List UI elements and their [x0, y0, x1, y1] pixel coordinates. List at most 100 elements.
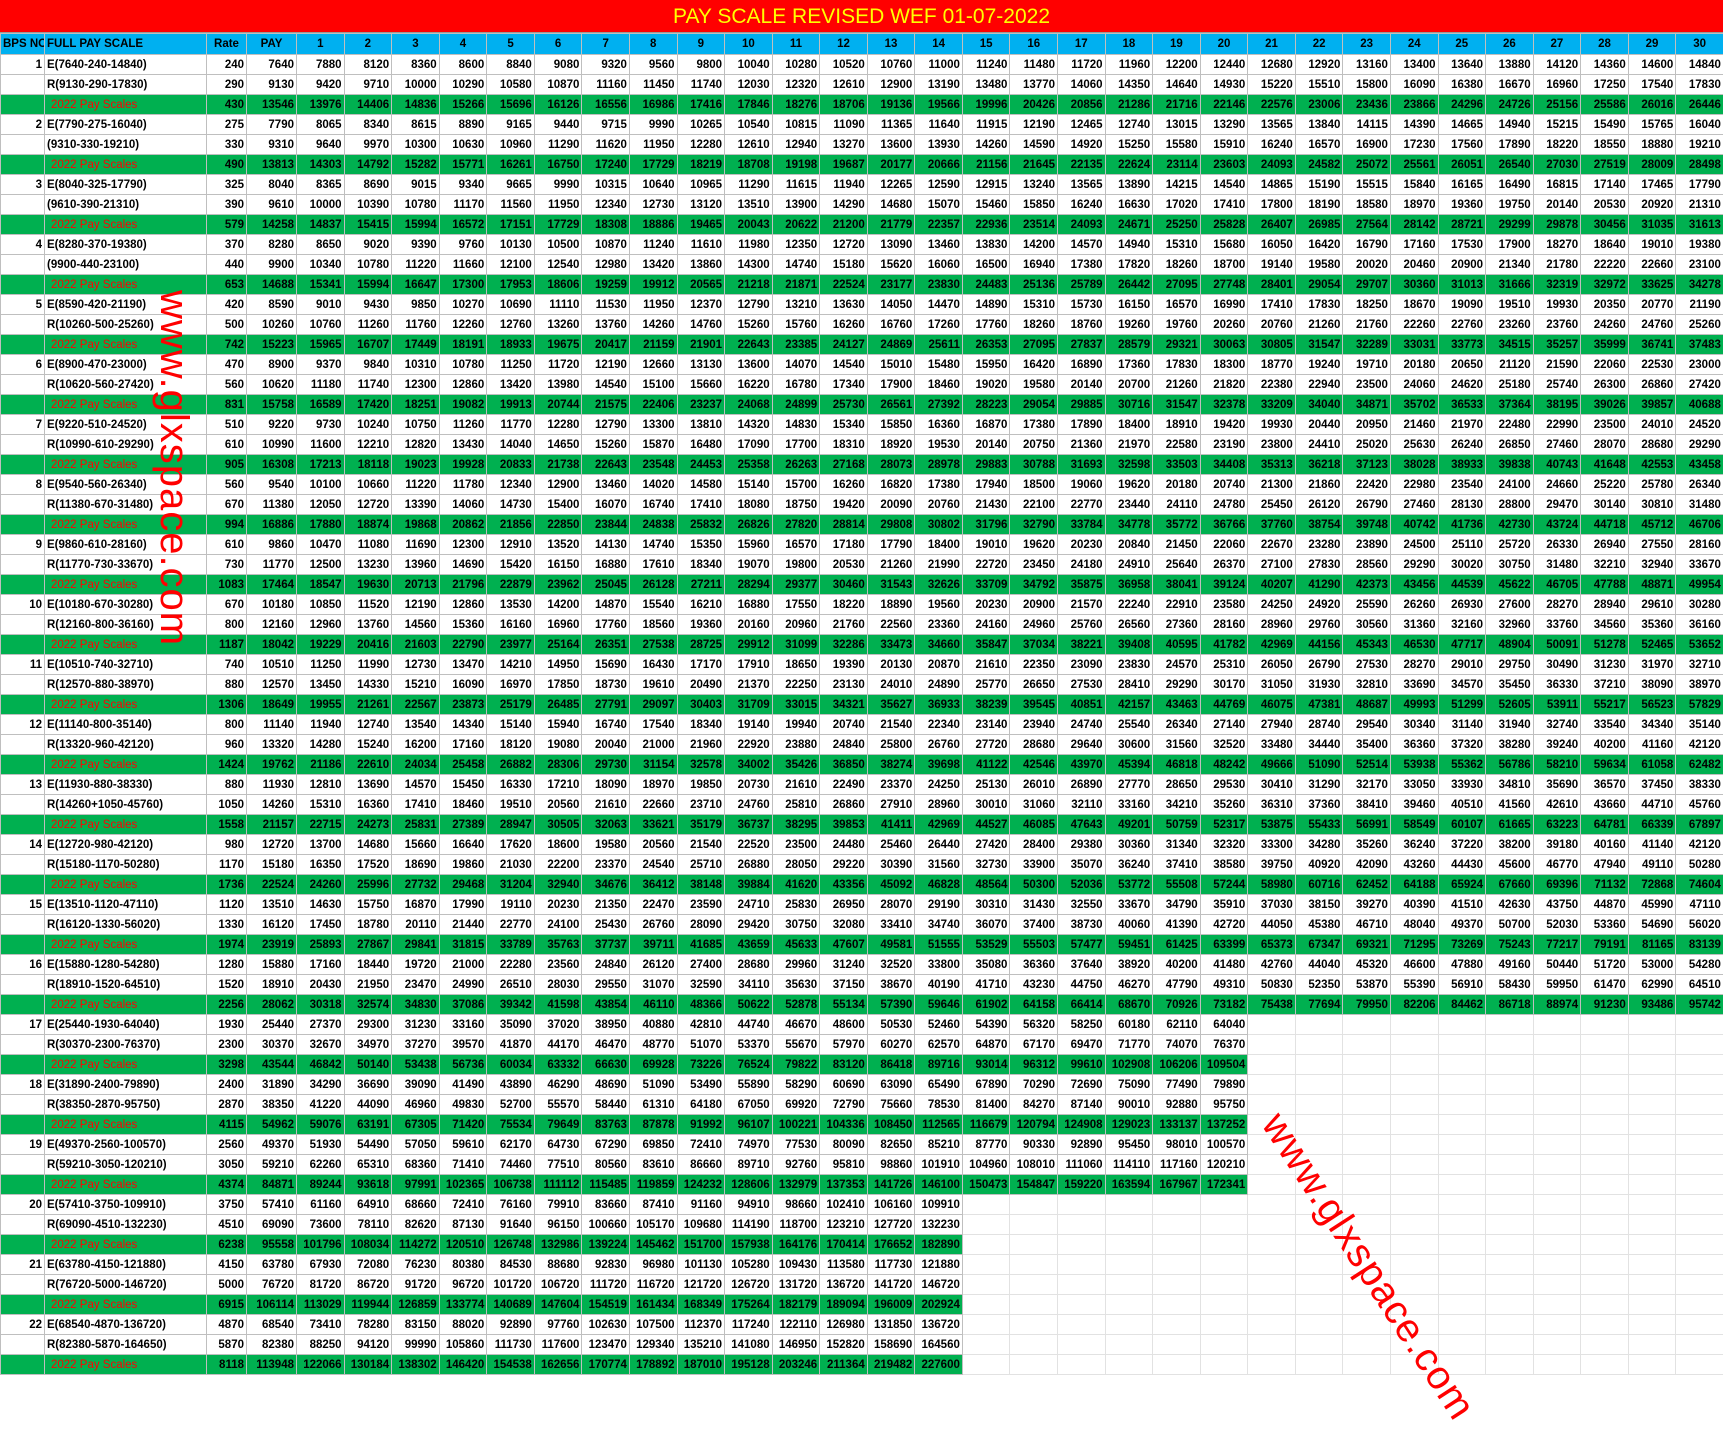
- stage: 109430: [771, 1254, 821, 1275]
- stage: 13260: [533, 314, 583, 335]
- stage: 15010: [866, 354, 916, 375]
- header-cell: 28: [1580, 33, 1629, 55]
- stage: 79822: [771, 1054, 821, 1075]
- stage: 19720: [391, 954, 440, 975]
- stage: 119944: [343, 1294, 393, 1315]
- stage: 22624: [1104, 154, 1154, 175]
- pay: 8040: [246, 174, 297, 195]
- empty-cell: [1294, 1214, 1344, 1235]
- stage: 16890: [1057, 354, 1106, 375]
- bps-no: [0, 74, 45, 95]
- stage: 21156: [961, 154, 1011, 175]
- stage: 34278: [1675, 274, 1723, 295]
- stage: 84530: [486, 1254, 535, 1275]
- stage: 31940: [1485, 714, 1534, 735]
- stage: 105860: [438, 1334, 488, 1355]
- stage: 50830: [1247, 974, 1296, 995]
- stage: 102908: [1104, 1054, 1154, 1075]
- rate: 2256: [206, 994, 247, 1015]
- empty-cell: [1057, 1314, 1106, 1335]
- bps-no: 11: [0, 654, 45, 675]
- stage: 120210: [1199, 1154, 1249, 1175]
- empty-cell: [1485, 1254, 1534, 1275]
- stage: 15310: [1152, 234, 1201, 255]
- bps-no: [0, 1214, 45, 1235]
- scale-row: 6 E(8900-470-23000) 470 8900 9370 9840 10310 10…: [0, 354, 1723, 375]
- stage: 202924: [914, 1294, 963, 1315]
- empty-cell: [961, 1214, 1011, 1235]
- empty-cell: [1437, 1054, 1487, 1075]
- stage: 14940: [1104, 234, 1154, 255]
- stage: 42969: [1247, 634, 1296, 655]
- stage: 30063: [1199, 334, 1249, 355]
- bps-no: [0, 574, 45, 595]
- stage: 24260: [296, 874, 345, 895]
- stage: 84270: [1009, 1094, 1058, 1115]
- bps-no: [0, 134, 45, 155]
- stage: 20530: [1580, 194, 1629, 215]
- stage: 16260: [819, 474, 868, 495]
- empty-cell: [1199, 1214, 1249, 1235]
- stage: 34660: [914, 634, 963, 655]
- stage: 59634: [1580, 754, 1629, 775]
- stage: 9370: [296, 354, 345, 375]
- scale-row: R(10620-560-27420) 560 10620 11180 11740 1230…: [0, 374, 1723, 395]
- scale-row: 10 E(10180-670-30280) 670 10180 10850 11520 12…: [0, 594, 1723, 615]
- stage: 227600: [914, 1354, 963, 1375]
- empty-cell: [1580, 1014, 1629, 1035]
- bps-no: 2: [0, 114, 45, 135]
- revised-row: 2022 Pay Scales 4115 54962 59076 63191 67305 7…: [0, 1114, 1723, 1135]
- stage: 22480: [1485, 414, 1534, 435]
- empty-cell: [1532, 1134, 1582, 1155]
- scale-row: 18 E(31890-2400-79890) 2400 31890 34290 36690…: [0, 1074, 1723, 1095]
- stage: 23977: [486, 634, 535, 655]
- stage: 26860: [819, 794, 868, 815]
- stage: 17020: [1152, 194, 1201, 215]
- stage: 12790: [724, 294, 773, 315]
- stage: 19420: [1199, 414, 1249, 435]
- stage: 20090: [866, 494, 916, 515]
- stage: 17846: [724, 94, 773, 115]
- stage: 172341: [1199, 1174, 1249, 1195]
- stage: 152820: [819, 1334, 868, 1355]
- stage: 56320: [1009, 1014, 1058, 1035]
- stage: 9990: [628, 114, 678, 135]
- empty-cell: [1532, 1034, 1582, 1055]
- stage: 13600: [724, 354, 773, 375]
- stage: 15260: [581, 434, 630, 455]
- stage: 22879: [486, 574, 535, 595]
- stage: 9015: [391, 174, 440, 195]
- stage: 38933: [1437, 454, 1487, 475]
- empty-cell: [961, 1194, 1011, 1215]
- stage: 60180: [1104, 1014, 1154, 1035]
- stage: 31340: [1152, 834, 1201, 855]
- stage: 14792: [343, 154, 393, 175]
- empty-cell: [1009, 1314, 1058, 1335]
- bps-no: 1: [0, 54, 45, 75]
- stage: 34515: [1485, 334, 1534, 355]
- stage: 23177: [866, 274, 916, 295]
- pay: 16308: [246, 454, 297, 475]
- stage: 62482: [1675, 754, 1723, 775]
- stage: 12740: [343, 714, 393, 735]
- stage: 60034: [486, 1054, 535, 1075]
- stage: 69850: [628, 1134, 678, 1155]
- stage: 29377: [771, 574, 821, 595]
- stage: 168349: [676, 1294, 726, 1315]
- stage: 131720: [771, 1274, 821, 1295]
- stage: 41782: [1199, 634, 1249, 655]
- empty-cell: [1532, 1214, 1582, 1235]
- stage: 15310: [296, 794, 345, 815]
- bps-no: [0, 394, 45, 415]
- stage: 27360: [1152, 614, 1201, 635]
- stage: 29290: [1389, 554, 1439, 575]
- stage: 67305: [391, 1114, 440, 1135]
- empty-cell: [1389, 1154, 1439, 1175]
- empty-cell: [1627, 1274, 1677, 1295]
- stage: 29054: [1294, 274, 1344, 295]
- stage: 133137: [1152, 1114, 1201, 1135]
- empty-cell: [1675, 1094, 1723, 1115]
- stage: 23140: [961, 714, 1011, 735]
- stage: 37360: [1294, 794, 1344, 815]
- stage: 14540: [581, 374, 630, 395]
